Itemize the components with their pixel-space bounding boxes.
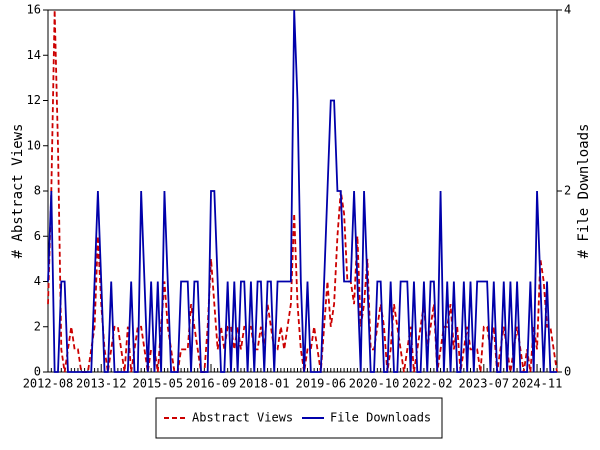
y-tick-label: 16 <box>27 3 41 17</box>
y2-axis-label: # File Downloads <box>576 124 592 259</box>
series-line <box>47 9 557 373</box>
x-tick-label: 2013-12 <box>76 377 127 391</box>
x-tick-label: 2018-01 <box>239 377 290 391</box>
y-tick-label: 10 <box>27 138 41 152</box>
y2-tick-label: 2 <box>564 184 571 198</box>
y-axis-label: # Abstract Views <box>10 124 26 259</box>
y2-tick-label: 0 <box>564 365 571 379</box>
x-tick-label: 2012-08 <box>23 377 74 391</box>
legend-label: File Downloads <box>330 411 431 425</box>
x-tick-label: 2015-05 <box>132 377 183 391</box>
legend-box <box>155 397 443 439</box>
y2-tick-label: 4 <box>564 3 571 17</box>
y-tick-label: 4 <box>34 274 41 288</box>
x-tick-label: 2022-02 <box>402 377 453 391</box>
y-tick-label: 8 <box>34 184 41 198</box>
y-tick-label: 14 <box>27 48 41 62</box>
y-tick-label: 6 <box>34 229 41 243</box>
x-tick-label: 2019-06 <box>296 377 347 391</box>
x-tick-label: 2023-07 <box>459 377 510 391</box>
x-tick-label: 2024-11 <box>512 377 563 391</box>
y-tick-label: 2 <box>34 319 41 333</box>
legend-label: Abstract Views <box>192 411 293 425</box>
x-tick-label: 2016-09 <box>186 377 237 391</box>
x-tick-label: 2020-10 <box>349 377 400 391</box>
y-tick-label: 12 <box>27 93 41 107</box>
y-tick-label: 0 <box>34 365 41 379</box>
